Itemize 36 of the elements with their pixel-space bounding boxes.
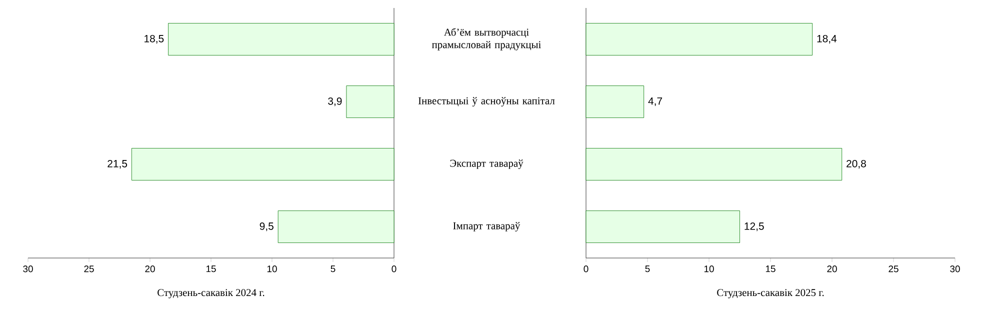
x-tick-label: 0	[392, 266, 396, 272]
x-tick-label: 20	[145, 266, 155, 272]
x-tick-label: 25	[888, 266, 898, 272]
bar	[586, 148, 842, 180]
x-tick-label: 30	[23, 266, 33, 272]
bar	[586, 210, 740, 243]
x-tick-label: 25	[84, 266, 94, 272]
x-tick-label: 20	[827, 266, 837, 272]
x-tick-label: 10	[704, 266, 714, 272]
bar	[586, 86, 644, 118]
data-label: 18,5	[144, 34, 164, 44]
x-tick-label: 0	[584, 266, 588, 272]
data-label: 3,9	[328, 97, 342, 106]
y-tick-label: Імпарт тавараў	[453, 222, 520, 232]
x-axis-title: Студзень-сакавік 2025 г.	[717, 289, 824, 298]
data-label: 21,5	[108, 160, 128, 169]
x-tick-label: 30	[950, 266, 960, 272]
x-axis-title: Студзень-сакавік 2024 г.	[158, 289, 264, 298]
y-tick-label: Аб’ём вытворчасці прамысловай прадукцыі	[432, 28, 541, 50]
bar	[278, 210, 394, 243]
data-label: 20,8	[846, 160, 866, 169]
x-tick-label: 5	[330, 266, 336, 272]
data-label: 9,5	[260, 222, 274, 232]
x-tick-label: 15	[766, 266, 776, 272]
bar	[132, 148, 394, 180]
x-tick-label: 5	[645, 266, 650, 272]
x-tick-label: 15	[206, 266, 216, 272]
x-tick-label: 10	[267, 266, 277, 272]
bar	[346, 86, 394, 118]
data-label: 4,7	[648, 97, 662, 106]
y-tick-label: Экспарт тавараў	[450, 160, 524, 169]
data-label: 18,4	[817, 34, 837, 44]
y-tick-label: Інвестыцыі ў асноўны капітал	[418, 97, 555, 106]
bar	[586, 23, 813, 56]
bar	[168, 23, 394, 56]
data-label: 12,5	[744, 222, 764, 232]
